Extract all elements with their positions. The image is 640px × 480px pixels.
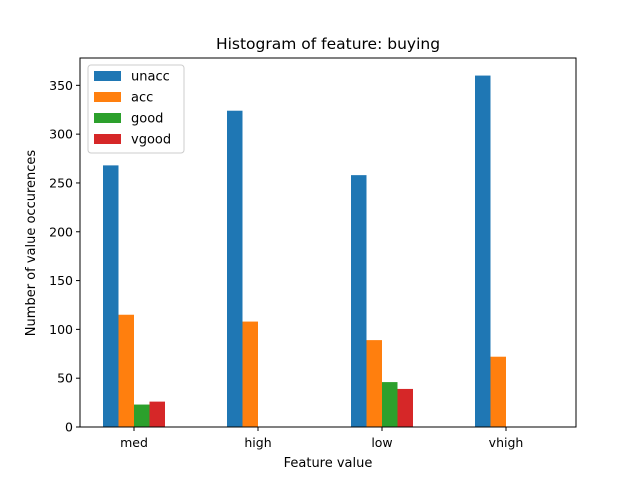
- bar-acc-med: [118, 314, 134, 427]
- y-axis-label: Number of value occurences: [24, 150, 39, 337]
- legend-label-good: good: [131, 112, 163, 127]
- bar-vgood-low: [397, 388, 413, 427]
- x-tick-label-vhigh: vhigh: [489, 435, 524, 450]
- bars-group: [103, 75, 506, 428]
- x-tick-label-low: low: [371, 435, 392, 450]
- legend-swatch-unacc: [94, 71, 121, 81]
- x-tick-label-med: med: [120, 435, 148, 450]
- bar-acc-high: [242, 321, 258, 427]
- legend-label-unacc: unacc: [131, 70, 170, 85]
- y-tick-label: 350: [49, 78, 73, 93]
- chart-title: Histogram of feature: buying: [216, 35, 440, 53]
- y-ticks-group: 0 50 100 150 200 250 300 350: [49, 78, 80, 435]
- legend-box: [87, 64, 185, 154]
- y-tick-label: 50: [57, 371, 73, 386]
- bar-good-med: [134, 404, 150, 427]
- legend: unacc acc good vgood: [87, 64, 185, 154]
- bar-vgood-med: [149, 401, 165, 427]
- bar-unacc-med: [103, 165, 119, 427]
- y-tick-label: 0: [65, 420, 73, 435]
- legend-swatch-good: [94, 113, 121, 123]
- legend-swatch-acc: [94, 92, 121, 102]
- legend-swatch-vgood: [94, 134, 121, 144]
- y-tick-label: 250: [49, 175, 73, 190]
- x-ticks-group: med high low vhigh: [120, 427, 523, 450]
- legend-label-vgood: vgood: [131, 133, 171, 148]
- plot-frame: [79, 57, 577, 428]
- bar-unacc-low: [351, 175, 367, 427]
- bar-acc-vhigh: [490, 356, 506, 427]
- legend-label-acc: acc: [131, 91, 153, 106]
- bar-good-low: [382, 382, 398, 427]
- x-axis-label: Feature value: [284, 456, 373, 471]
- y-tick-label: 200: [49, 224, 73, 239]
- y-tick-label: 100: [49, 322, 73, 337]
- x-tick-label-high: high: [244, 435, 271, 450]
- y-tick-label: 150: [49, 273, 73, 288]
- bar-unacc-vhigh: [475, 75, 491, 427]
- y-tick-label: 300: [49, 127, 73, 142]
- bar-acc-low: [366, 340, 382, 427]
- bar-unacc-high: [227, 110, 243, 428]
